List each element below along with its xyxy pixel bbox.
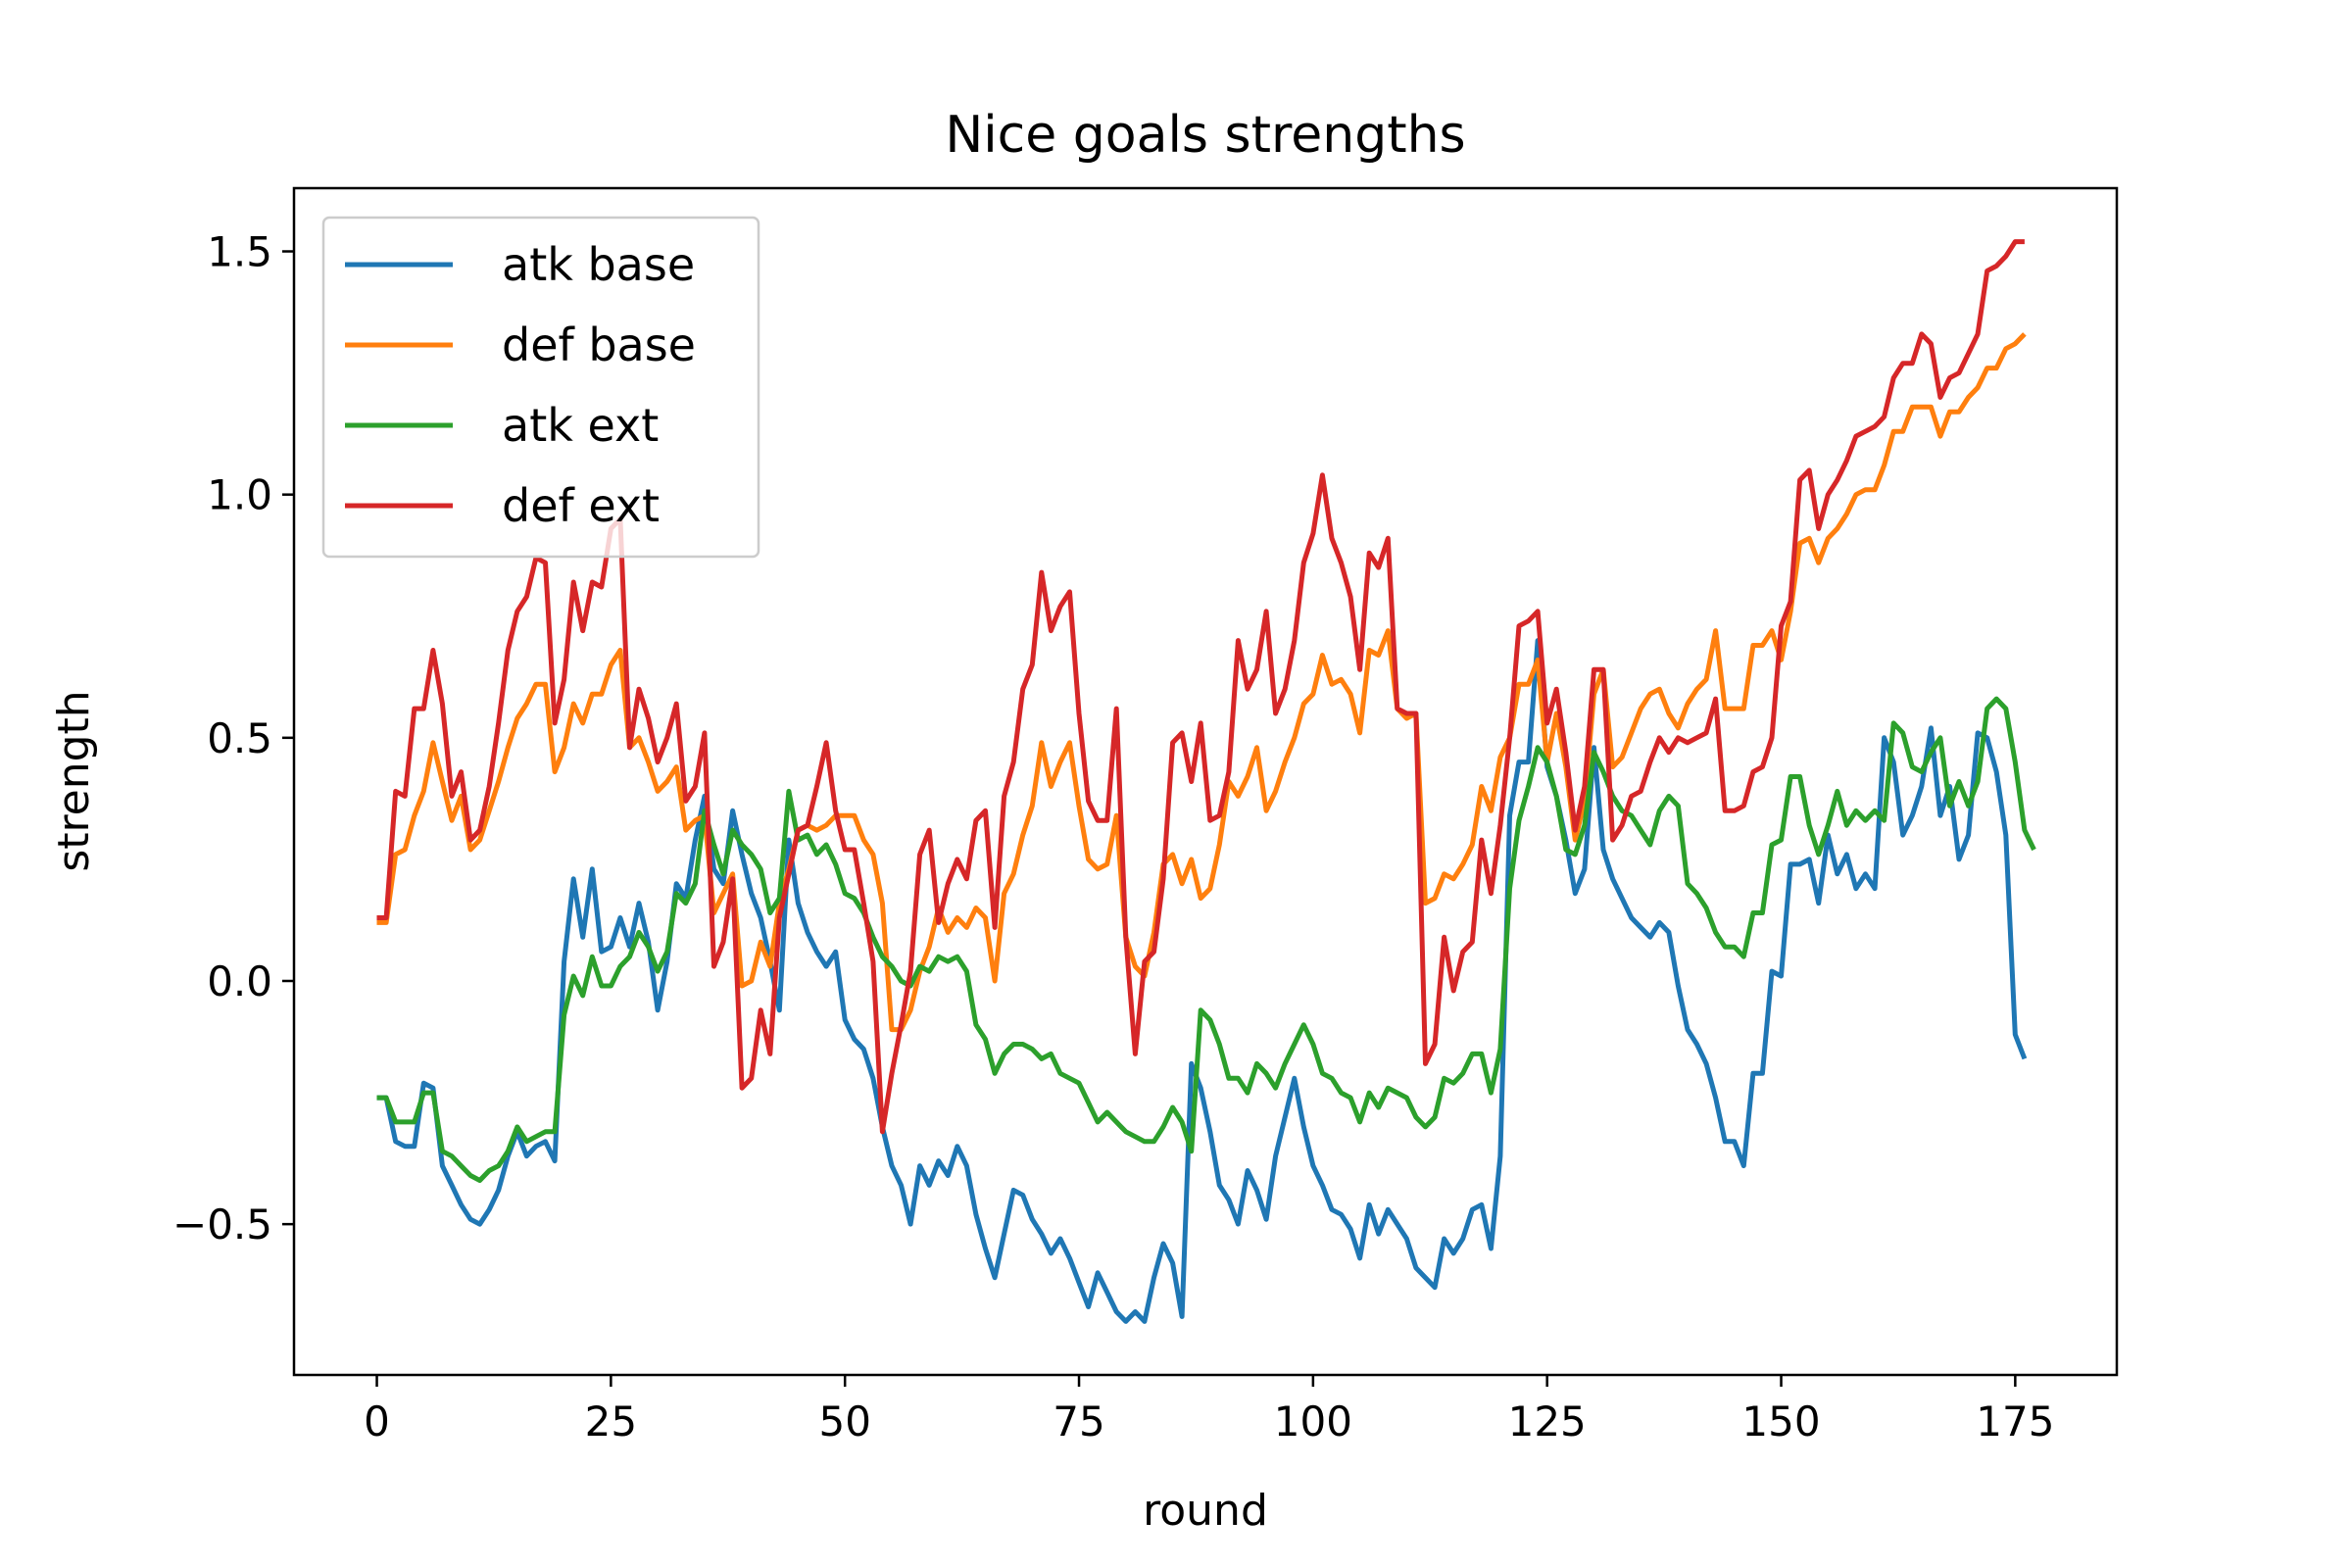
y-tick-label: 1.0 xyxy=(207,471,272,519)
x-axis-label: round xyxy=(1143,1486,1268,1536)
legend-label: atk base xyxy=(502,238,695,291)
legend-label: def base xyxy=(502,318,696,371)
series-line-def-base xyxy=(376,332,2027,1033)
x-tick-label: 125 xyxy=(1508,1397,1587,1446)
series-line-atk-base xyxy=(376,638,2028,1324)
y-tick-label: 1.5 xyxy=(207,228,272,276)
y-axis-ticks: −0.5 0.0 0.5 1.0 1.5 xyxy=(172,228,294,1249)
y-tick-label: 0.5 xyxy=(207,714,272,762)
plot-frame xyxy=(292,186,2119,1377)
chart-title: Nice goals strengths xyxy=(945,106,1465,165)
series-line-atk-ext xyxy=(376,696,2036,1183)
legend-label: def ext xyxy=(502,479,660,532)
x-axis-ticks: 0 25 50 75 100 125 150 175 xyxy=(364,1375,2054,1446)
x-tick-label: 150 xyxy=(1741,1397,1820,1446)
series-line-def-ext xyxy=(376,239,2025,1135)
x-tick-label: 100 xyxy=(1274,1397,1352,1446)
x-tick-label: 0 xyxy=(364,1397,390,1446)
x-tick-label: 25 xyxy=(585,1397,637,1446)
y-axis-label: strength xyxy=(49,690,99,871)
y-tick-label: 0.0 xyxy=(207,957,272,1005)
y-tick-label: −0.5 xyxy=(172,1200,272,1249)
series-group xyxy=(376,239,2036,1324)
legend-box xyxy=(321,216,760,559)
x-tick-label: 175 xyxy=(1976,1397,2054,1446)
x-tick-label: 50 xyxy=(818,1397,870,1446)
legend: atk base def base atk ext def ext xyxy=(321,216,760,559)
x-tick-label: 75 xyxy=(1053,1397,1104,1446)
legend-label: atk ext xyxy=(502,399,659,452)
